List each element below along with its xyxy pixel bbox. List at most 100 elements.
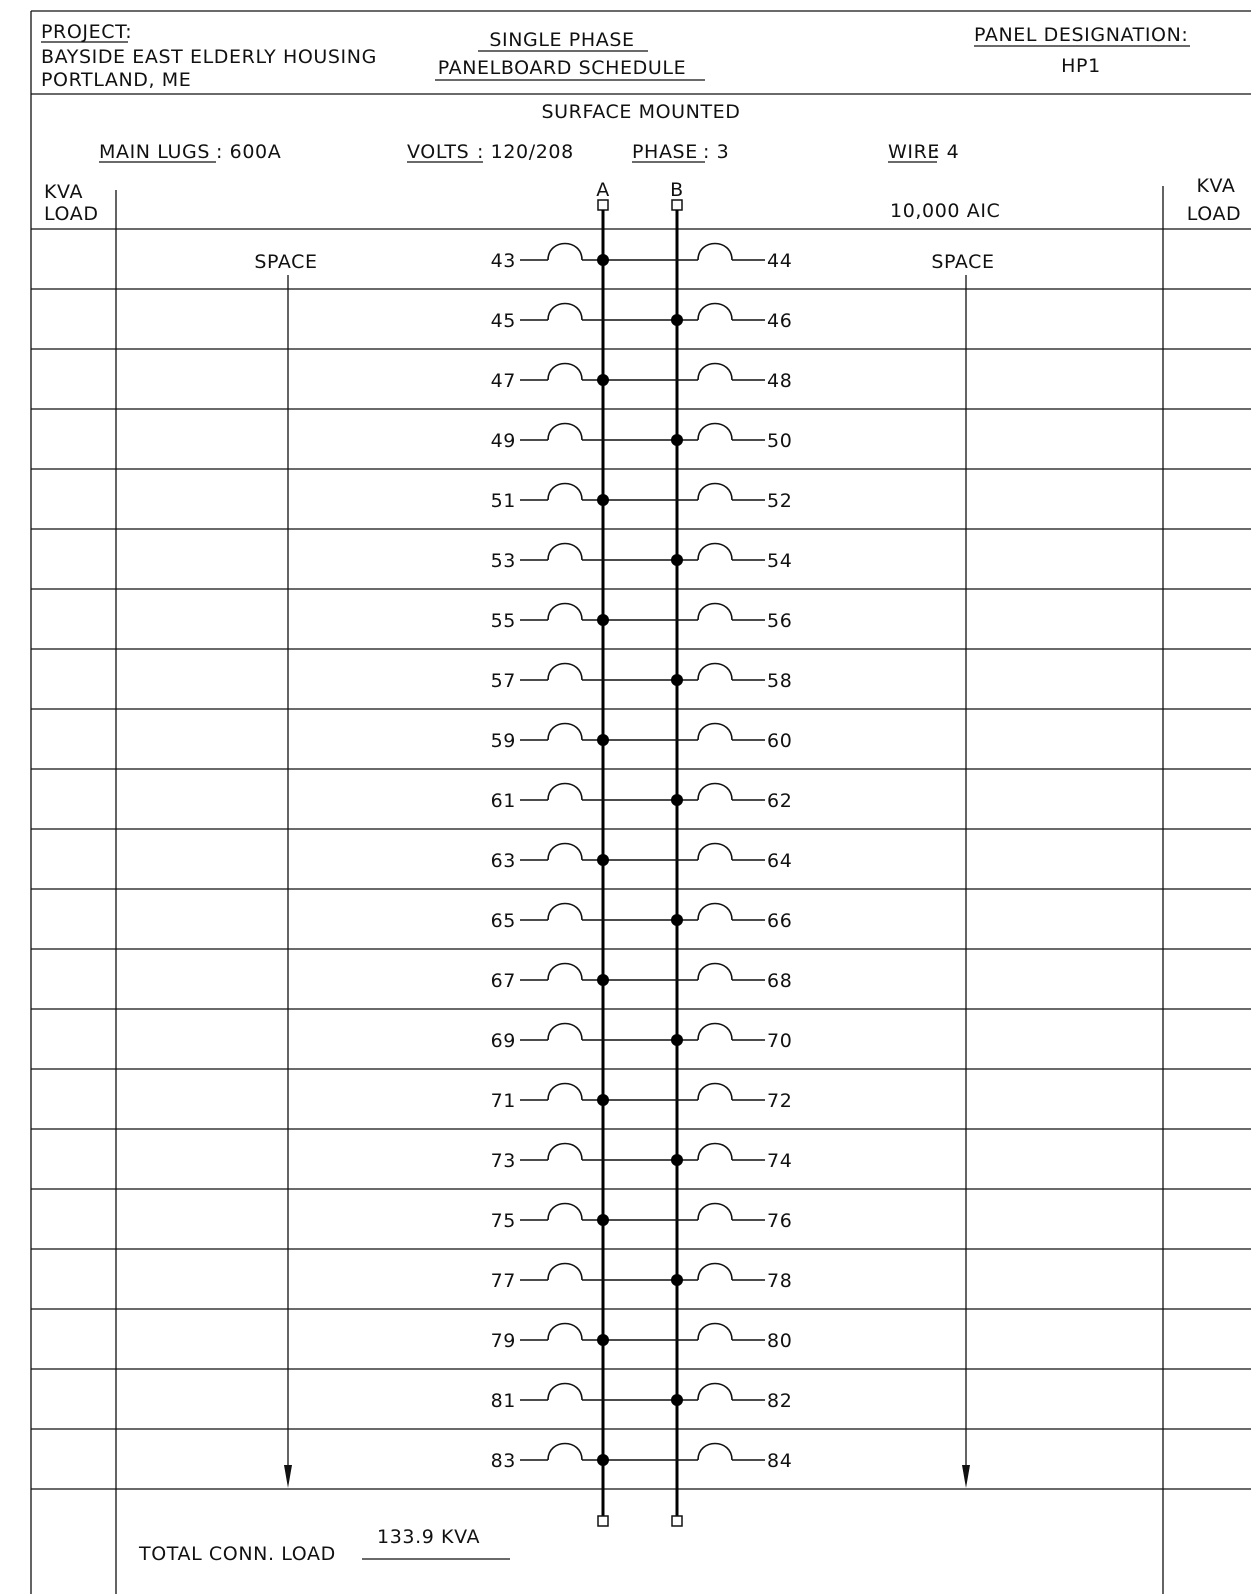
- bus-connection-dot: [597, 614, 609, 626]
- breaker-symbol-right: [697, 302, 733, 321]
- breaker-symbol-left: [547, 902, 583, 921]
- circuit-number-left: 51: [491, 490, 516, 512]
- breaker-symbol-left: [547, 1262, 583, 1281]
- breaker-symbol-left: [547, 1082, 583, 1101]
- breaker-symbol-right: [697, 1382, 733, 1401]
- breaker-symbol-left: [547, 1382, 583, 1401]
- circuit-number-left: 83: [491, 1450, 516, 1472]
- breaker-symbol-left: [547, 842, 583, 861]
- breaker-symbol-right: [697, 242, 733, 261]
- circuit-number-left: 53: [491, 550, 516, 572]
- breaker-symbol-left: [547, 482, 583, 501]
- total-conn-load-label: TOTAL CONN. LOAD: [138, 1543, 336, 1565]
- circuit-row: 65 66: [491, 902, 792, 932]
- breaker-symbol-right: [697, 1202, 733, 1221]
- bus-connection-dot: [671, 794, 683, 806]
- circuit-row: 71 72: [491, 1082, 792, 1112]
- bus-b-label: B: [670, 179, 684, 201]
- bus-connection-dot: [597, 494, 609, 506]
- circuit-number-right: 78: [767, 1270, 792, 1292]
- circuit-number-right: 82: [767, 1390, 792, 1412]
- bus-connection-dot: [597, 254, 609, 266]
- bus-b-top-terminal: [671, 199, 683, 211]
- phase-value: : 3: [703, 141, 729, 163]
- aic-rating: 10,000 AIC: [890, 200, 1000, 222]
- circuit-number-left: 57: [491, 670, 516, 692]
- circuit-number-right: 48: [767, 370, 792, 392]
- kva-load-left-line-1: KVA: [44, 181, 83, 203]
- circuit-row: 45 46: [491, 302, 792, 332]
- kva-load-right-line-1: KVA: [1196, 175, 1235, 197]
- bus-connection-dot: [671, 674, 683, 686]
- circuit-number-right: 68: [767, 970, 792, 992]
- panel-designation-value: HP1: [1061, 55, 1101, 77]
- bus-a-label: A: [596, 179, 610, 201]
- circuit-number-right: 52: [767, 490, 792, 512]
- bus-connection-dot: [597, 854, 609, 866]
- breaker-symbol-right: [697, 542, 733, 561]
- circuit-number-left: 73: [491, 1150, 516, 1172]
- breaker-symbol-left: [547, 1442, 583, 1461]
- circuit-row: 69 70: [491, 1022, 792, 1052]
- breaker-symbol-left: [547, 422, 583, 441]
- circuit-number-right: 72: [767, 1090, 792, 1112]
- circuit-row: 51 52: [491, 482, 792, 512]
- bus-connection-dot: [671, 1394, 683, 1406]
- right-space-label: SPACE: [931, 251, 994, 273]
- breaker-symbol-left: [547, 1202, 583, 1221]
- circuit-row: 49 50: [491, 422, 792, 452]
- circuit-row: 67 68: [491, 962, 792, 992]
- circuit-number-left: 59: [491, 730, 516, 752]
- breaker-symbol-left: [547, 1022, 583, 1041]
- circuit-number-left: 79: [491, 1330, 516, 1352]
- title-line-2: PANELBOARD SCHEDULE: [438, 57, 686, 79]
- circuit-number-right: 56: [767, 610, 792, 632]
- breaker-symbol-right: [697, 842, 733, 861]
- bus-connection-dot: [597, 1214, 609, 1226]
- frame: [30, 10, 1251, 1594]
- circuit-number-left: 43: [491, 250, 516, 272]
- breaker-symbol-left: [547, 602, 583, 621]
- panel-specs: SURFACE MOUNTED MAIN LUGS : 600A VOLTS :…: [99, 101, 1000, 222]
- circuit-number-left: 63: [491, 850, 516, 872]
- circuit-number-right: 80: [767, 1330, 792, 1352]
- circuit-row: 73 74: [491, 1142, 792, 1172]
- total-block: TOTAL CONN. LOAD 133.9 KVA: [138, 1526, 510, 1565]
- circuit-row: 83 84: [491, 1442, 792, 1472]
- bus-connection-dot: [597, 734, 609, 746]
- circuit-row: 77 78: [491, 1262, 792, 1292]
- circuit-number-right: 74: [767, 1150, 792, 1172]
- circuit-number-left: 77: [491, 1270, 516, 1292]
- circuit-number-right: 50: [767, 430, 792, 452]
- main-lugs-label: MAIN LUGS: [99, 141, 210, 163]
- bus-connection-dot: [671, 914, 683, 926]
- bus-bars: [597, 210, 683, 1527]
- circuit-row: 55 56: [491, 602, 792, 632]
- breaker-symbol-left: [547, 1142, 583, 1161]
- circuit-row: 61 62: [491, 782, 792, 812]
- circuit-number-right: 44: [767, 250, 792, 272]
- breaker-symbol-right: [697, 1022, 733, 1041]
- bus-a-bottom-terminal: [597, 1515, 609, 1527]
- circuit-number-right: 64: [767, 850, 792, 872]
- circuit-row: 63 64: [491, 842, 792, 872]
- phase-label: PHASE: [632, 141, 698, 163]
- total-conn-load-value: 133.9 KVA: [377, 1526, 480, 1548]
- circuit-row: 79 80: [491, 1322, 792, 1352]
- circuit-row: 43 44: [491, 242, 792, 272]
- project-location: PORTLAND, ME: [41, 69, 191, 91]
- breaker-symbol-right: [697, 422, 733, 441]
- breaker-symbol-right: [697, 1322, 733, 1341]
- bus-connection-dot: [671, 554, 683, 566]
- breaker-symbol-right: [697, 1442, 733, 1461]
- circuit-number-left: 45: [491, 310, 516, 332]
- main-lugs-value: : 600A: [216, 141, 281, 163]
- breaker-symbol-left: [547, 722, 583, 741]
- circuit-row: 59 60: [491, 722, 792, 752]
- breaker-symbol-right: [697, 1262, 733, 1281]
- breaker-symbol-left: [547, 362, 583, 381]
- breaker-symbol-left: [547, 962, 583, 981]
- schedule-grid: [31, 228, 1251, 1594]
- circuit-number-left: 81: [491, 1390, 516, 1412]
- left-space-arrow: [284, 1465, 292, 1488]
